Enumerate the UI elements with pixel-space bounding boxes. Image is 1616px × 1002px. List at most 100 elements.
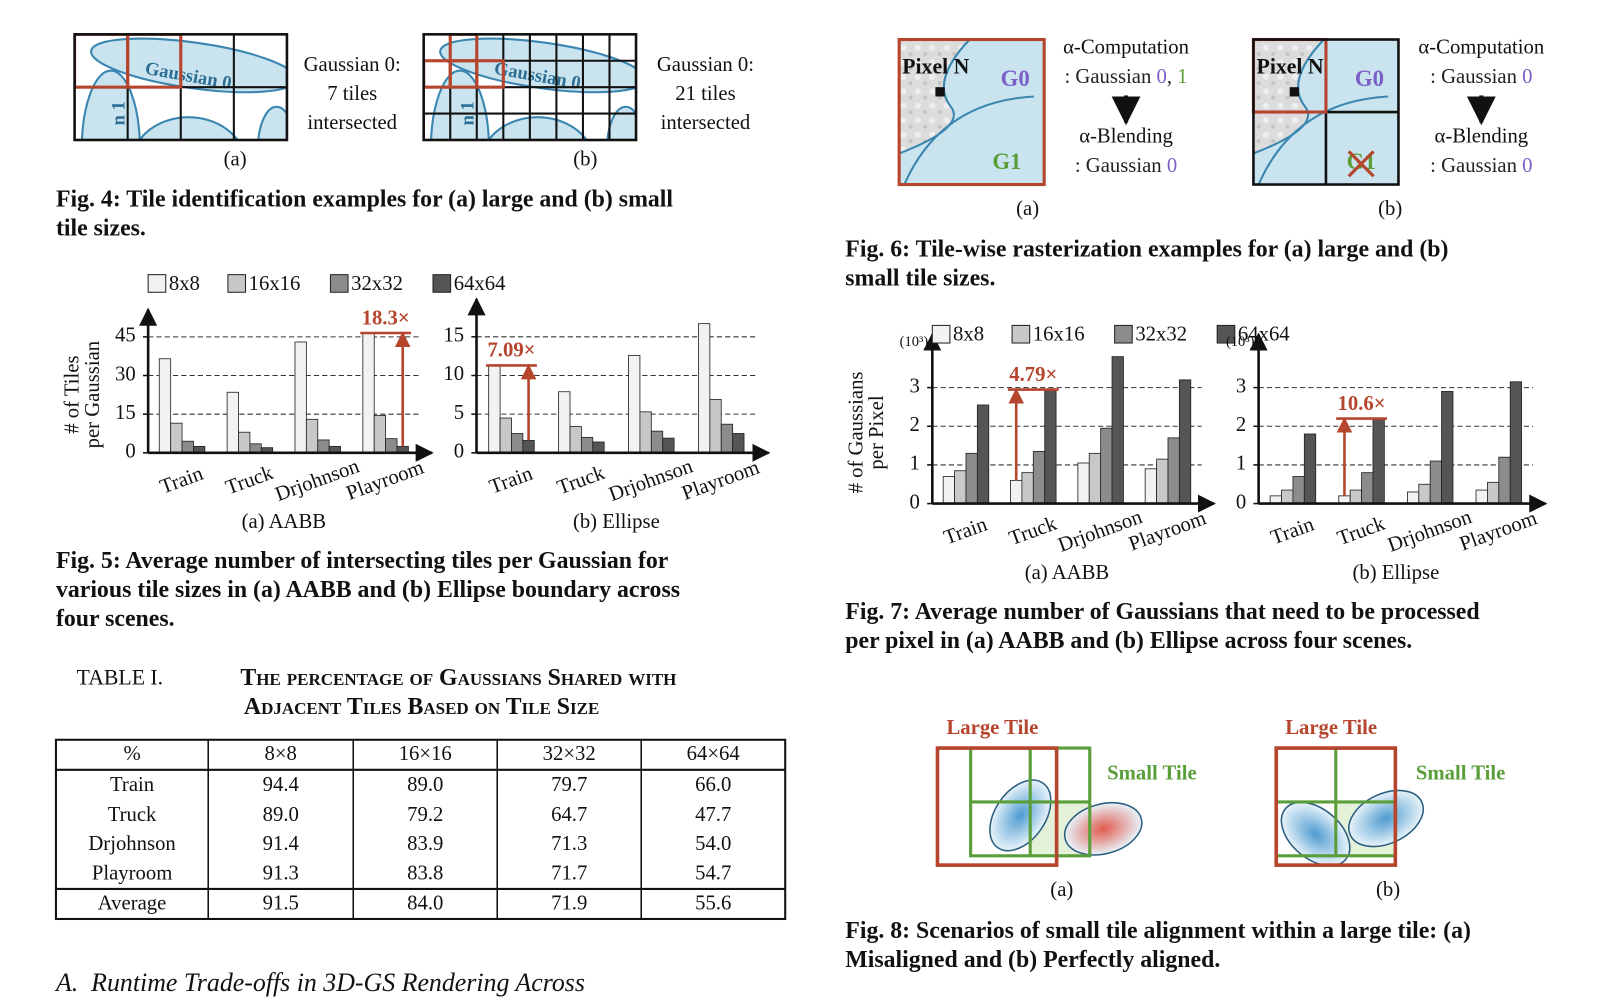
ratio-annotation: 7.09× <box>487 340 535 362</box>
bar <box>1429 460 1442 505</box>
legend-swatch <box>931 324 951 344</box>
table-cell: 71.3 <box>551 833 587 855</box>
bar <box>511 433 524 454</box>
table-cell: 71.7 <box>551 863 587 885</box>
bar <box>954 470 967 505</box>
y-tick-label: 0 <box>125 441 135 463</box>
gaussian-edge <box>903 95 1034 185</box>
gaussian-label: n 1 <box>108 101 129 125</box>
panel-label: (a) <box>224 148 247 170</box>
bar <box>1475 489 1488 505</box>
bar <box>1281 489 1294 505</box>
bar <box>942 476 955 505</box>
figure-caption: Fig. 7: Average number of Gaussians that… <box>845 599 1479 625</box>
bar <box>1441 391 1454 505</box>
table-cell: 8×8 <box>265 743 297 765</box>
bar <box>1372 418 1385 505</box>
y-axis-label: per Gaussian <box>82 340 104 448</box>
x-tick-label: Train <box>941 513 991 549</box>
y-tick-label: 15 <box>443 325 464 347</box>
x-tick-label: Truck <box>1334 513 1388 551</box>
table-cell: Truck <box>108 804 157 826</box>
highlight-tile <box>448 34 479 63</box>
table-cell: 55.6 <box>695 893 731 915</box>
figure-caption: small tile sizes. <box>845 265 995 291</box>
bar <box>1303 433 1317 505</box>
bar <box>1509 381 1523 505</box>
legend-swatch <box>329 274 349 293</box>
legend-swatch <box>1216 324 1236 344</box>
background-texture <box>1253 39 1324 154</box>
figure-caption: Fig. 6: Tile-wise rasterization examples… <box>845 236 1448 262</box>
x-tick-label: Train <box>157 463 207 499</box>
table-cell: 66.0 <box>695 774 731 796</box>
bar <box>488 365 501 454</box>
bar <box>1021 472 1034 505</box>
large-tile <box>1274 746 1398 867</box>
legend-label: 32x32 <box>1135 324 1187 346</box>
table-cell: 84.0 <box>407 893 443 915</box>
bar <box>362 332 375 454</box>
bar <box>522 440 535 454</box>
section-heading: A. Runtime Trade-offs in 3D-GS Rendering… <box>54 968 585 997</box>
y-axis-label: per Pixel <box>866 395 888 469</box>
table-cell: 16×16 <box>399 743 452 765</box>
text-segment: : Gaussian <box>1430 66 1522 88</box>
x-tick-label: Drjohnson <box>606 455 696 506</box>
process-detail: : Gaussian 0 <box>1075 155 1177 177</box>
gaussian <box>1063 801 1143 856</box>
bar <box>965 452 978 505</box>
bar <box>1178 379 1192 505</box>
bar <box>732 433 745 454</box>
chart-subtitle: (a) AABB <box>1025 562 1110 584</box>
tile-border <box>897 37 1046 187</box>
bar <box>662 437 675 454</box>
side-text: 21 tiles <box>675 83 735 105</box>
text-segment: , <box>1167 66 1177 88</box>
text-segment: 0 <box>1522 155 1532 177</box>
y-tick-label: 2 <box>910 414 920 436</box>
bar <box>249 443 262 454</box>
process-detail: : Gaussian 0 <box>1430 66 1532 88</box>
bar <box>1349 489 1362 505</box>
ratio-annotation: 4.79× <box>1009 364 1057 386</box>
legend-swatch <box>1114 324 1133 344</box>
bar <box>592 441 605 454</box>
bar <box>1077 462 1090 505</box>
legend-swatch <box>432 274 452 293</box>
pixel <box>1289 87 1300 97</box>
bar <box>385 438 398 454</box>
side-text: Gaussian 0: <box>304 54 401 76</box>
bar <box>1156 458 1169 505</box>
panel-label: (b) <box>573 148 597 170</box>
side-text: 7 tiles <box>327 83 377 105</box>
gaussian-other <box>606 105 637 140</box>
ratio-annotation: 10.6× <box>1338 393 1386 415</box>
y-tick-label: 1 <box>910 453 920 475</box>
bar <box>628 354 641 454</box>
figure-caption: Misaligned and (b) Perfectly aligned. <box>845 947 1220 973</box>
legend-label: 16x16 <box>1033 324 1085 346</box>
large-tile-label: Large Tile <box>946 717 1038 739</box>
table-title: Adjacent Tiles Based on Tile Size <box>244 694 599 720</box>
table-cell: 83.9 <box>407 833 443 855</box>
table-cell: 79.2 <box>407 804 443 826</box>
background-texture <box>899 39 970 154</box>
bar <box>639 411 652 454</box>
y-axis-unit: (10³) <box>900 334 929 350</box>
process-label: α-Blending <box>1435 126 1529 148</box>
legend-swatch <box>1011 324 1031 344</box>
figure-caption: Fig. 4: Tile identification examples for… <box>56 187 673 213</box>
bar <box>698 323 711 454</box>
bar <box>294 341 307 454</box>
x-tick-label: Train <box>487 463 537 499</box>
y-tick-label: 15 <box>115 402 136 424</box>
text-segment: : Gaussian <box>1075 155 1167 177</box>
chart-subtitle: (b) Ellipse <box>573 511 660 533</box>
text-segment: 1 <box>1177 66 1187 88</box>
text-segment: : Gaussian <box>1064 66 1156 88</box>
legend-swatch <box>147 274 167 293</box>
x-tick-label: Truck <box>1006 513 1060 551</box>
text-segment: 0 <box>1156 66 1166 88</box>
